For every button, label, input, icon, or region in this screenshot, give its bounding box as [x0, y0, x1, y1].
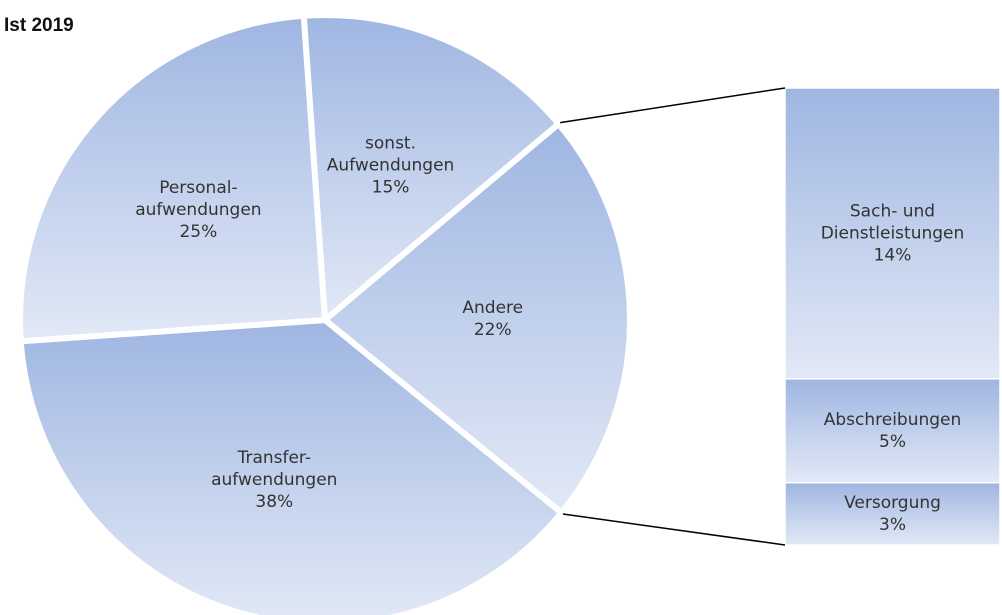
bar-label: Abschreibungen [824, 410, 962, 430]
chart-title: Ist 2019 [4, 15, 74, 36]
bar-value-label: 5% [879, 432, 906, 452]
slice-value-label: 25% [179, 222, 217, 242]
slice-value-label: 38% [255, 492, 293, 512]
bar-segment [784, 378, 1001, 484]
slice-value-label: 22% [474, 320, 512, 340]
bar-label: Sach- und Dienstleistungen [821, 201, 965, 243]
pie-slice [17, 316, 566, 615]
slice-label: sonst. Aufwendungen [327, 134, 455, 176]
bar-segment [784, 481, 1001, 546]
bar-value-label: 3% [879, 515, 906, 535]
slice-label: Transfer-aufwendungen [211, 448, 337, 490]
slice-label: Personal-aufwendungen [135, 178, 261, 220]
bar-segment [784, 87, 1001, 380]
bar-label: Versorgung [844, 493, 941, 513]
pie-slice [17, 12, 329, 345]
slice-value-label: 15% [372, 178, 410, 198]
slice-label: Andere [462, 298, 523, 318]
bar-value-label: 14% [874, 245, 912, 265]
pie-slice [300, 12, 563, 327]
connector-line [560, 87, 786, 124]
pie-slice [320, 119, 633, 517]
connector-line [562, 513, 786, 546]
